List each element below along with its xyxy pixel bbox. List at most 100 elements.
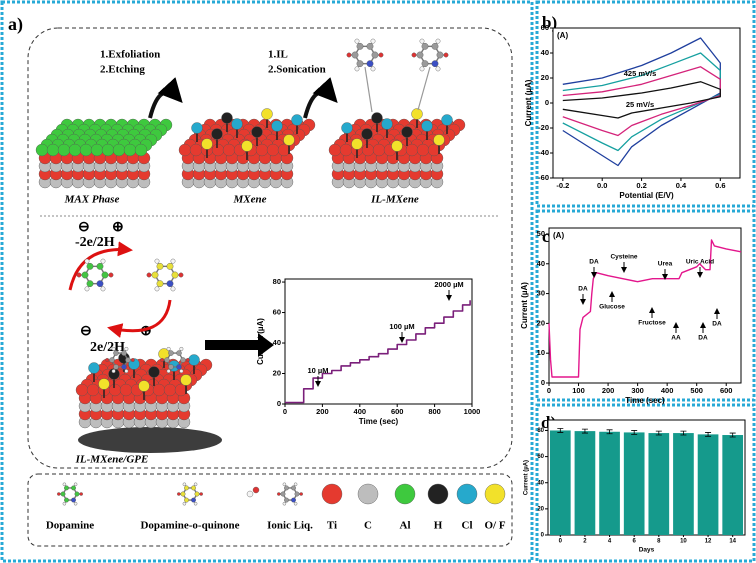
- atom: [188, 354, 200, 366]
- atom: [193, 482, 198, 487]
- y-tick-label: 60: [273, 308, 281, 317]
- sign: ⊖: [80, 324, 92, 339]
- bar: [623, 432, 645, 535]
- atom: [124, 346, 129, 351]
- redox-label: -2e/2H: [75, 235, 115, 250]
- x-tick-label: 1000: [464, 407, 481, 416]
- x-axis-label: Potential (E/V): [619, 191, 674, 200]
- atom: [170, 286, 176, 292]
- y-tick-label: 40: [541, 48, 549, 57]
- atom: [60, 491, 66, 497]
- annotation: 10 µM: [308, 366, 329, 375]
- step-label: 2.Etching: [100, 64, 145, 76]
- atom: [435, 38, 441, 44]
- atom: [411, 108, 423, 120]
- y-tick-label: 80: [537, 428, 544, 434]
- y-tick-label: 40: [537, 259, 545, 268]
- atom: [123, 143, 137, 157]
- atom: [108, 272, 114, 278]
- atom: [291, 497, 296, 503]
- x-tick-label: 14: [729, 539, 736, 545]
- step-label: 2.Sonication: [268, 64, 326, 76]
- error-bar: [655, 430, 662, 436]
- annotation: Uric Acid: [686, 259, 714, 266]
- atom: [101, 271, 109, 279]
- atom: [371, 51, 379, 59]
- sign: ⊖: [78, 220, 90, 235]
- atom: [431, 60, 439, 68]
- y-tick-label: 10: [537, 348, 545, 357]
- atom: [321, 483, 343, 505]
- atom: [370, 66, 376, 72]
- atom: [146, 272, 152, 278]
- atom: [182, 482, 187, 487]
- error-bar: [581, 428, 588, 434]
- atom: [166, 262, 174, 270]
- atom: [252, 486, 260, 494]
- y-axis-label: Current (µA): [256, 318, 265, 365]
- atom: [211, 143, 225, 157]
- atom: [339, 143, 353, 157]
- error-bar: [729, 432, 736, 438]
- y-tick-label: 40: [273, 338, 281, 347]
- atom: [370, 38, 376, 44]
- panel-border: [535, 403, 756, 563]
- atom: [100, 286, 106, 292]
- atom: [194, 491, 200, 497]
- atom: [291, 114, 303, 126]
- atom: [431, 42, 439, 50]
- step-label: 1.Exfoliation: [100, 49, 160, 61]
- legend-label: Dopamine: [46, 520, 94, 532]
- legend-label: H: [434, 520, 443, 532]
- atom: [81, 271, 89, 279]
- y-tick-label: -20: [538, 123, 549, 132]
- atom: [284, 485, 289, 491]
- x-tick-label: 200: [316, 407, 329, 416]
- electrode-disc: [78, 427, 222, 453]
- atom: [246, 490, 254, 498]
- annotation: 100 µM: [389, 322, 414, 331]
- atom: [427, 483, 449, 505]
- atom: [185, 358, 190, 362]
- x-tick-label: 600: [720, 386, 733, 395]
- annotation: Urea: [658, 261, 673, 268]
- atom: [177, 492, 181, 496]
- atom: [201, 138, 213, 150]
- atom: [421, 60, 429, 68]
- atom: [151, 271, 159, 279]
- x-tick-label: 12: [705, 539, 712, 545]
- atom: [277, 143, 291, 157]
- atom: [90, 143, 104, 157]
- atom: [381, 118, 393, 130]
- legend-box: [27, 473, 513, 547]
- x-tick-label: 400: [661, 386, 674, 395]
- step-label: 1.IL: [268, 49, 288, 61]
- atom: [294, 491, 300, 497]
- bond: [417, 66, 431, 111]
- atom: [182, 501, 187, 506]
- legend-label: Dopamine-o-quinone: [140, 520, 239, 532]
- atom: [166, 280, 174, 288]
- atom: [261, 108, 273, 120]
- atom: [282, 482, 287, 487]
- atom: [179, 346, 184, 351]
- atom: [111, 369, 116, 374]
- atom: [443, 52, 449, 58]
- atom: [62, 501, 67, 506]
- atom: [154, 258, 160, 264]
- atom: [168, 350, 174, 356]
- atom: [98, 378, 110, 390]
- scheme-box: [27, 27, 513, 469]
- x-tick-label: 300: [631, 386, 644, 395]
- atom: [75, 383, 89, 397]
- y-tick-label: 0: [541, 533, 545, 539]
- y-axis-label: Current (µA): [524, 79, 533, 126]
- x-tick-label: -0.2: [556, 181, 569, 190]
- atom: [46, 143, 60, 157]
- atom: [199, 492, 203, 496]
- atom: [366, 60, 374, 68]
- atom: [401, 126, 413, 138]
- atom: [419, 66, 425, 72]
- atom: [154, 286, 160, 292]
